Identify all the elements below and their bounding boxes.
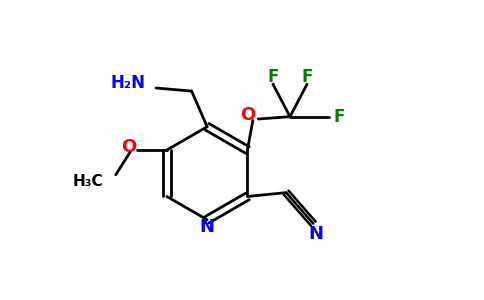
Text: H₃C: H₃C <box>73 174 103 189</box>
Text: H₂N: H₂N <box>110 74 145 92</box>
Text: N: N <box>199 218 214 236</box>
Text: F: F <box>267 68 279 86</box>
Text: N: N <box>309 225 324 243</box>
Text: O: O <box>121 138 136 156</box>
Text: F: F <box>333 108 345 126</box>
Text: O: O <box>241 106 256 124</box>
Text: F: F <box>302 68 313 86</box>
